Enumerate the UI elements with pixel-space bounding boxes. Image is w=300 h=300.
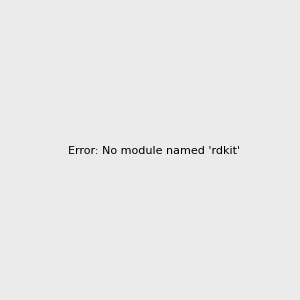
Text: Error: No module named 'rdkit': Error: No module named 'rdkit' (68, 146, 240, 157)
